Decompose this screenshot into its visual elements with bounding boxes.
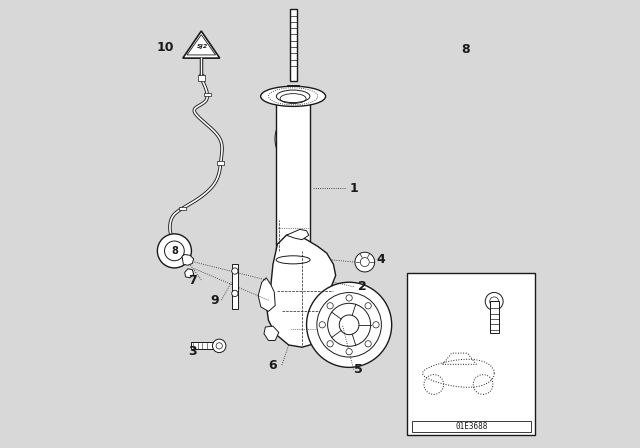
Circle shape [490,297,499,306]
Circle shape [327,340,333,347]
Circle shape [327,303,333,309]
Circle shape [346,295,352,301]
Bar [490,302,499,333]
Circle shape [164,241,184,261]
Circle shape [212,339,226,353]
Polygon shape [183,31,220,58]
Circle shape [339,315,359,335]
Circle shape [355,252,374,272]
Circle shape [216,343,222,349]
Circle shape [365,303,371,309]
Circle shape [157,234,191,268]
Circle shape [232,290,238,297]
Circle shape [328,303,371,346]
Circle shape [319,322,325,328]
Text: 1: 1 [349,181,358,195]
Text: 9: 9 [211,293,219,307]
Bar [412,421,531,432]
Bar [232,264,237,309]
Ellipse shape [276,256,310,264]
Circle shape [232,268,238,274]
Ellipse shape [276,90,310,103]
Polygon shape [287,229,309,240]
Bar [217,161,225,165]
Text: SJ2: SJ2 [196,43,208,49]
Circle shape [373,322,379,328]
Bar [276,103,310,260]
Ellipse shape [260,86,326,107]
Bar [191,342,218,349]
Polygon shape [185,269,194,278]
Text: 7: 7 [188,273,196,287]
Text: 10: 10 [157,40,174,54]
Polygon shape [258,278,275,311]
Polygon shape [182,254,194,265]
Text: 5: 5 [354,363,362,376]
Circle shape [360,258,369,267]
Text: 6: 6 [269,358,277,372]
Text: 3: 3 [188,345,196,358]
Bar [198,75,205,81]
Text: 8: 8 [461,43,470,56]
Bar [407,273,535,435]
Circle shape [365,340,371,347]
Text: 4: 4 [376,253,385,267]
Circle shape [317,293,381,357]
Polygon shape [266,234,338,347]
Text: 01E3688: 01E3688 [455,422,488,431]
Polygon shape [264,326,279,340]
Text: 2: 2 [358,280,367,293]
Bar [287,85,299,96]
Circle shape [485,293,503,310]
Bar [179,207,186,210]
Text: 8: 8 [171,246,178,256]
Circle shape [307,282,392,367]
Circle shape [346,349,352,355]
Bar [204,93,211,96]
Bar [289,9,297,81]
